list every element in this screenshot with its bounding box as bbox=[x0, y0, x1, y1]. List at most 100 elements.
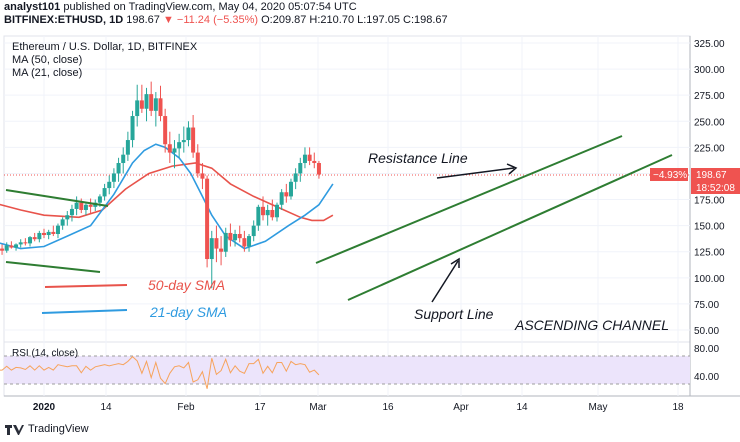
candle-body bbox=[163, 116, 168, 145]
price-tag: 198.67 bbox=[696, 170, 727, 181]
rsi-tick-80: 80.00 bbox=[694, 344, 719, 355]
candle-body bbox=[51, 231, 56, 234]
candle-body bbox=[130, 116, 135, 141]
candle-body bbox=[28, 237, 33, 244]
candle-body bbox=[279, 192, 284, 205]
time-tick-label: Mar bbox=[309, 402, 327, 413]
resistance-arrowhead bbox=[506, 163, 518, 175]
candle-body bbox=[191, 127, 196, 153]
rsi-band bbox=[4, 356, 690, 384]
main-pane bbox=[3, 35, 691, 343]
resistance-label: Resistance Line bbox=[368, 150, 468, 166]
candle-body bbox=[4, 245, 9, 251]
candle-body bbox=[223, 232, 228, 252]
candle-body bbox=[65, 215, 70, 220]
sma21-key-line bbox=[41, 309, 128, 314]
footer-brand: TradingView bbox=[4, 422, 89, 436]
candle-body bbox=[23, 242, 28, 244]
price-tag-bg bbox=[691, 168, 740, 181]
candle-body bbox=[284, 192, 289, 197]
time-tick-label: May bbox=[589, 402, 608, 413]
candle-body bbox=[200, 173, 205, 179]
time-tick-label: Apr bbox=[453, 402, 469, 413]
published-text: published on TradingView.com, May 04, 20… bbox=[63, 1, 357, 13]
time-tick-label: 2020 bbox=[33, 402, 56, 413]
candle-body bbox=[177, 142, 182, 149]
candle-body bbox=[14, 244, 19, 248]
resistance-arrow bbox=[436, 167, 515, 179]
candle-body bbox=[111, 173, 116, 182]
candle-body bbox=[32, 237, 37, 240]
price-tick-label: 250.00 bbox=[694, 117, 725, 128]
candle-body bbox=[288, 181, 293, 197]
candle-body bbox=[167, 144, 172, 153]
candle-body bbox=[265, 209, 270, 216]
support-label: Support Line bbox=[414, 306, 494, 322]
price-tick-label: 275.00 bbox=[694, 91, 725, 102]
candle-body bbox=[307, 154, 312, 161]
candle-body bbox=[214, 238, 219, 249]
candle-body bbox=[9, 245, 14, 248]
time-tick-label: 17 bbox=[254, 402, 266, 413]
timer-tag-bg bbox=[691, 181, 740, 194]
price-change: ▼ −11.24 (−5.35%) bbox=[162, 14, 259, 26]
ohlc-line: BITFINEX:ETHUSD, 1D 198.67 ▼ −11.24 (−5.… bbox=[4, 14, 740, 26]
channel-label: ASCENDING CHANNEL bbox=[514, 317, 669, 333]
candle-body bbox=[46, 231, 51, 236]
candle-body bbox=[74, 202, 79, 209]
candle-body bbox=[205, 178, 210, 260]
sma21-label: 21-day SMA bbox=[149, 304, 227, 320]
candle-body bbox=[312, 160, 317, 164]
price-tick-label: 175.00 bbox=[694, 196, 725, 207]
candle-body bbox=[172, 148, 177, 153]
candle-body bbox=[270, 209, 275, 218]
support-arrow bbox=[431, 260, 459, 303]
time-tick-label: 16 bbox=[382, 402, 394, 413]
price-tick-label: 325.00 bbox=[694, 39, 725, 50]
candle-body bbox=[88, 204, 93, 207]
time-tick-label: Feb bbox=[177, 402, 195, 413]
old-trendline-lower bbox=[5, 261, 101, 273]
candle-body bbox=[79, 202, 84, 210]
candle-body bbox=[144, 94, 149, 109]
candles-layer bbox=[0, 81, 321, 289]
ohlc-values: O:209.87 H:210.70 L:197.05 C:198.67 bbox=[261, 14, 448, 26]
price-tick-label: 125.00 bbox=[694, 248, 725, 259]
time-tick-label: 14 bbox=[516, 402, 528, 413]
candle-body bbox=[42, 232, 46, 236]
candle-body bbox=[251, 225, 256, 237]
sma50-key-line bbox=[44, 284, 128, 288]
candle-body bbox=[275, 204, 279, 218]
brand-name: TradingView bbox=[28, 423, 89, 435]
candle-body bbox=[228, 232, 233, 241]
candle-body bbox=[302, 154, 307, 164]
candle-body bbox=[18, 242, 23, 245]
support-line bbox=[347, 154, 673, 301]
candle-body bbox=[0, 248, 5, 251]
resistance-line bbox=[315, 135, 623, 264]
timer-tag: 18:52:08 bbox=[696, 183, 735, 194]
pct-tag-bg bbox=[650, 168, 688, 181]
chart-title: Ethereum / U.S. Dollar, 1D, BITFINEX bbox=[12, 41, 198, 53]
symbol: BITFINEX:ETHUSD, 1D bbox=[4, 14, 124, 26]
candle-body bbox=[102, 188, 107, 197]
price-tick-label: 100.00 bbox=[694, 274, 725, 285]
price-tick-label: 75.00 bbox=[694, 300, 719, 311]
old-trendline-upper bbox=[5, 189, 109, 207]
candle-body bbox=[316, 163, 321, 175]
candle-body bbox=[195, 152, 200, 174]
support-arrowhead bbox=[450, 257, 460, 268]
candle-body bbox=[233, 233, 238, 241]
publisher-name: analyst101 bbox=[4, 1, 61, 13]
price-tick-label: 150.00 bbox=[694, 222, 725, 233]
candle-body bbox=[181, 140, 186, 143]
candle-body bbox=[107, 181, 112, 189]
ma21-legend: MA (21, close) bbox=[12, 67, 82, 79]
rsi-tick-40: 40.00 bbox=[694, 372, 719, 383]
price-tick-label: 50.00 bbox=[694, 326, 719, 337]
pct-tag: −4.93% bbox=[653, 170, 687, 181]
price-tick-label: 225.00 bbox=[694, 143, 725, 154]
candle-body bbox=[293, 173, 298, 182]
candle-body bbox=[37, 232, 42, 240]
